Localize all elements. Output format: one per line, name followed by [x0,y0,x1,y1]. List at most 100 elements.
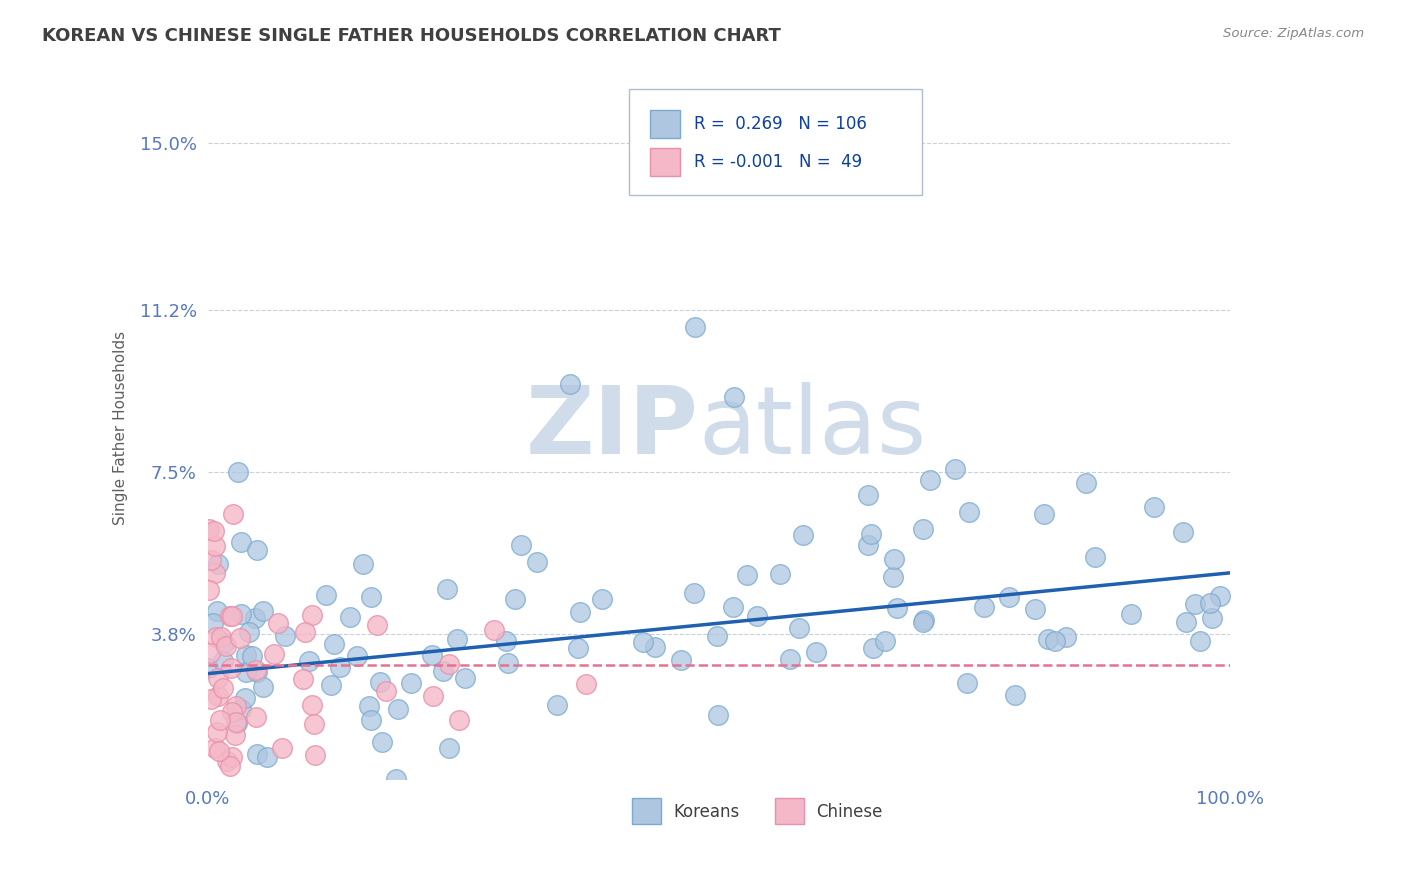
Point [496,657,519,671]
Point [375,684,398,698]
Point [401,675,423,690]
Point [886,600,908,615]
Text: atlas: atlas [699,382,927,475]
Point [920,473,942,487]
Point [1209,589,1232,603]
Point [207,725,229,739]
Point [875,634,897,648]
Point [200,691,222,706]
Point [207,671,229,685]
Point [1121,607,1143,622]
Point [446,632,468,646]
Point [432,664,454,678]
Point [370,734,392,748]
Point [546,698,568,712]
Point [447,713,470,727]
Point [219,661,242,675]
Point [323,637,346,651]
Text: Koreans: Koreans [673,803,740,821]
Point [973,599,995,614]
Point [267,616,290,631]
Y-axis label: Single Father Households: Single Father Households [114,331,128,525]
Point [204,540,226,554]
Point [957,505,980,519]
Point [862,640,884,655]
FancyBboxPatch shape [633,797,661,824]
Point [225,698,247,713]
Point [503,592,526,607]
Point [804,645,827,659]
Point [568,606,591,620]
Point [197,660,219,674]
Point [238,624,260,639]
Point [387,702,409,716]
Point [567,641,589,656]
Point [256,750,278,764]
Point [671,653,693,667]
Point [207,558,229,572]
Point [707,707,730,722]
Point [301,698,323,713]
Point [298,654,321,668]
Point [882,570,904,584]
Point [346,649,368,664]
Point [246,665,269,679]
Point [860,527,883,541]
Point [221,608,243,623]
Point [495,633,517,648]
Point [315,588,337,602]
Point [735,568,758,582]
Point [1201,611,1223,625]
Point [454,672,477,686]
Point [360,591,382,605]
Point [721,599,744,614]
Point [997,590,1019,604]
Point [1032,508,1054,522]
Point [204,741,226,756]
Point [747,609,769,624]
Point [558,377,581,392]
Point [769,567,792,582]
Point [1036,632,1059,646]
Point [1174,615,1197,630]
Point [231,607,253,621]
Point [202,616,225,631]
Point [723,391,745,405]
Point [235,648,257,662]
Point [229,631,252,645]
Point [706,629,728,643]
Point [319,678,342,692]
Text: Source: ZipAtlas.com: Source: ZipAtlas.com [1223,27,1364,40]
FancyBboxPatch shape [628,89,921,195]
Point [225,716,247,731]
Point [304,716,326,731]
Point [215,639,238,653]
Point [1076,475,1098,490]
Point [235,665,257,679]
Point [233,690,256,705]
Point [215,754,238,768]
Text: Chinese: Chinese [817,803,883,821]
Point [292,672,315,686]
Point [212,654,235,668]
Point [202,524,225,538]
Point [209,630,232,644]
Point [792,528,814,542]
Point [631,635,654,649]
Point [246,543,269,558]
Point [956,676,979,690]
Text: R = -0.001   N =  49: R = -0.001 N = 49 [693,153,862,170]
Point [231,535,253,549]
Point [263,647,285,661]
Point [204,566,226,580]
Text: KOREAN VS CHINESE SINGLE FATHER HOUSEHOLDS CORRELATION CHART: KOREAN VS CHINESE SINGLE FATHER HOUSEHOL… [42,27,782,45]
FancyBboxPatch shape [650,147,681,176]
Point [240,649,263,664]
Point [221,706,243,720]
Point [943,462,966,476]
Point [779,652,801,666]
Point [368,675,391,690]
Point [914,613,936,627]
Point [252,680,274,694]
Point [294,624,316,639]
